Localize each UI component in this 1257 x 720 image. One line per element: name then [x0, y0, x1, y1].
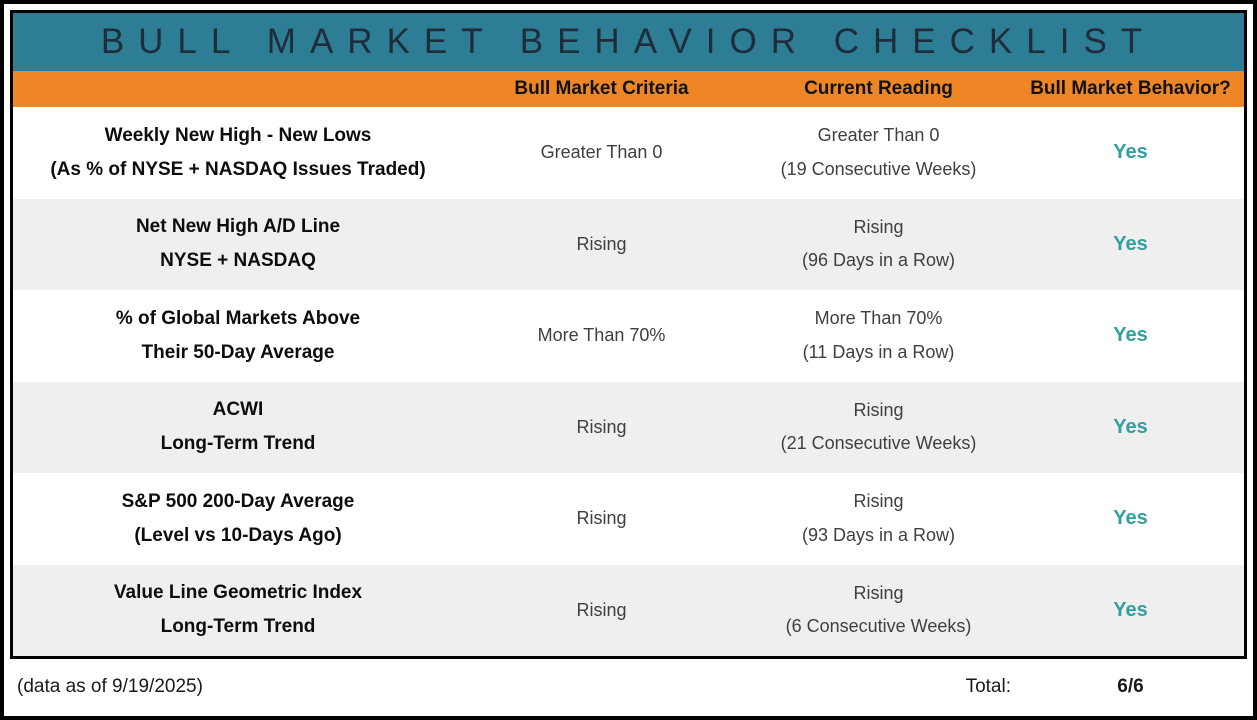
column-header-behavior: Bull Market Behavior? — [1030, 78, 1231, 99]
indicator-name: Net New High A/D Line NYSE + NASDAQ — [135, 216, 341, 272]
total-value: 6/6 — [1117, 675, 1144, 697]
table-row: Net New High A/D Line NYSE + NASDAQ Risi… — [13, 198, 1244, 290]
behavior-value: Yes — [1113, 232, 1148, 255]
table-row: S&P 500 200-Day Average (Level vs 10-Day… — [13, 473, 1244, 565]
behavior-value: Yes — [1113, 324, 1148, 347]
behavior-value: Yes — [1113, 598, 1148, 621]
indicator-name: Value Line Geometric Index Long-Term Tre… — [113, 582, 363, 638]
table-row: ACWI Long-Term Trend Rising Rising (21 C… — [13, 381, 1244, 473]
criteria-value: More Than 70% — [537, 325, 666, 346]
criteria-value: Greater Than 0 — [540, 142, 663, 163]
total-label: Total: — [965, 675, 1011, 697]
indicator-name: % of Global Markets Above Their 50-Day A… — [115, 307, 361, 363]
indicator-name: ACWI Long-Term Trend — [160, 399, 316, 455]
page-title: BULL MARKET BEHAVIOR CHECKLIST — [100, 22, 1157, 61]
indicator-name: S&P 500 200-Day Average (Level vs 10-Day… — [121, 490, 355, 546]
column-header-reading: Current Reading — [804, 78, 953, 99]
footer: (data as of 9/19/2025) Total: 6/6 — [4, 659, 1253, 714]
title-bar: BULL MARKET BEHAVIOR CHECKLIST — [13, 13, 1244, 71]
reading-value: Greater Than 0 (19 Consecutive Weeks) — [780, 125, 977, 179]
indicator-name: Weekly New High - New Lows (As % of NYSE… — [50, 124, 426, 180]
criteria-value: Rising — [576, 508, 627, 529]
behavior-value: Yes — [1113, 415, 1148, 438]
table-row: Weekly New High - New Lows (As % of NYSE… — [13, 107, 1244, 199]
checklist-table: BULL MARKET BEHAVIOR CHECKLIST Bull Mark… — [10, 10, 1247, 659]
criteria-value: Rising — [576, 416, 627, 437]
column-header-criteria: Bull Market Criteria — [514, 78, 689, 99]
behavior-value: Yes — [1113, 507, 1148, 530]
data-as-of-note: (data as of 9/19/2025) — [17, 675, 203, 697]
column-header-row: Bull Market Criteria Current Reading Bul… — [13, 71, 1244, 107]
reading-value: Rising (6 Consecutive Weeks) — [785, 582, 972, 637]
table-row: Value Line Geometric Index Long-Term Tre… — [13, 564, 1244, 656]
reading-value: Rising (96 Days in a Row) — [801, 216, 956, 271]
criteria-value: Rising — [576, 233, 627, 254]
criteria-value: Rising — [576, 599, 627, 620]
reading-value: Rising (93 Days in a Row) — [801, 491, 956, 545]
behavior-value: Yes — [1113, 141, 1148, 164]
table-row: % of Global Markets Above Their 50-Day A… — [13, 290, 1244, 382]
reading-value: More Than 70% (11 Days in a Row) — [802, 308, 955, 362]
reading-value: Rising (21 Consecutive Weeks) — [780, 399, 977, 454]
